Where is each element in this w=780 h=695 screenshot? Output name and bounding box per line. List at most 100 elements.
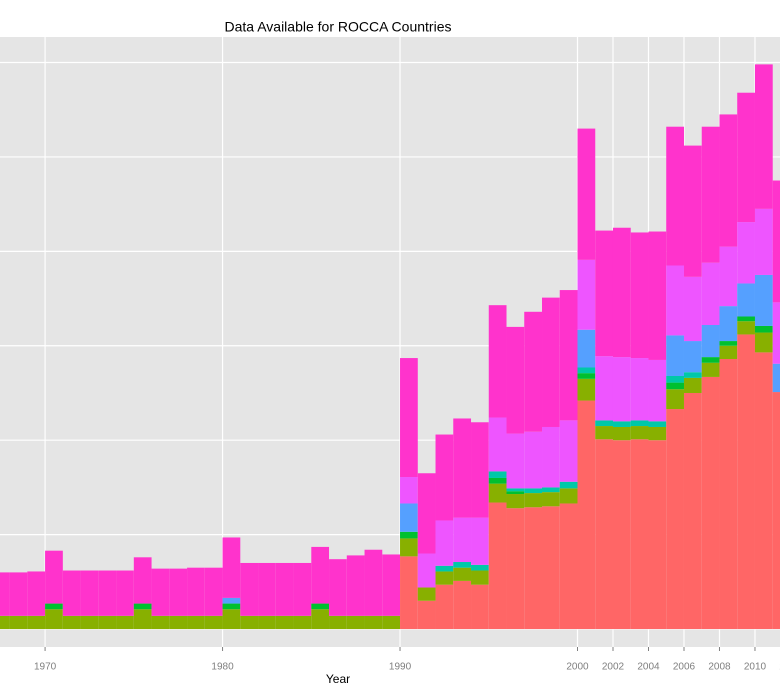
bar-segment bbox=[719, 345, 738, 359]
bar-segment bbox=[630, 232, 649, 359]
bar-segment bbox=[506, 494, 525, 509]
bar-segment bbox=[293, 615, 312, 630]
bar-segment bbox=[151, 615, 170, 630]
bar-segment bbox=[275, 615, 294, 630]
bar-segment bbox=[240, 562, 259, 616]
bar-segment bbox=[222, 609, 241, 630]
x-tick-label: 1990 bbox=[389, 662, 412, 673]
bar-segment bbox=[577, 329, 596, 368]
bar-segment bbox=[506, 491, 525, 495]
bar-segment bbox=[169, 615, 188, 630]
bar-segment bbox=[542, 506, 560, 630]
x-tick-label: 2002 bbox=[602, 662, 625, 673]
bar-segment bbox=[45, 550, 63, 604]
bar-segment bbox=[701, 126, 720, 263]
bar-segment bbox=[0, 615, 10, 630]
bar-segment bbox=[382, 554, 401, 616]
bar-segment bbox=[222, 597, 241, 604]
bar-segment bbox=[577, 367, 596, 374]
bar-segment bbox=[595, 356, 613, 421]
bar-segment bbox=[701, 325, 720, 358]
bar-segment bbox=[559, 488, 578, 504]
bar-segment bbox=[559, 503, 578, 630]
bar-segment bbox=[488, 417, 507, 472]
bar-segment bbox=[346, 555, 365, 616]
bar-segment bbox=[222, 603, 241, 610]
bar-segment bbox=[612, 227, 631, 358]
bar-segment bbox=[258, 615, 276, 630]
bar-segment bbox=[701, 262, 720, 326]
x-tick-label: 1970 bbox=[34, 662, 57, 673]
bar-segment bbox=[701, 357, 720, 363]
bar-segment bbox=[204, 567, 223, 616]
bar-segment bbox=[648, 440, 667, 630]
bar-segment bbox=[0, 572, 10, 616]
bar-segment bbox=[754, 64, 773, 209]
bar-segment bbox=[9, 572, 28, 616]
bar-segment bbox=[666, 126, 684, 266]
bar-segment bbox=[737, 316, 755, 322]
bar-segment bbox=[80, 570, 99, 616]
bar-segment bbox=[187, 567, 205, 616]
bar-segment bbox=[27, 615, 46, 630]
bar-segment bbox=[488, 483, 507, 503]
bar-segment bbox=[754, 325, 773, 333]
bar-segment bbox=[435, 565, 454, 572]
bar-segment bbox=[577, 373, 596, 379]
bar-segment bbox=[524, 507, 543, 630]
bar-segment bbox=[666, 389, 684, 410]
bar-segment bbox=[737, 283, 755, 317]
bar-segment bbox=[719, 306, 738, 342]
bar-segment bbox=[737, 321, 755, 335]
bar-segment bbox=[275, 562, 294, 616]
bar-segment bbox=[382, 615, 401, 630]
bar-segment bbox=[666, 382, 684, 390]
bar-segment bbox=[524, 311, 543, 432]
bar-segment bbox=[80, 615, 99, 630]
bar-segment bbox=[666, 335, 684, 376]
bar-segment bbox=[346, 615, 365, 630]
bar-segment bbox=[683, 392, 702, 630]
bar-segment bbox=[471, 584, 489, 630]
bar-segment bbox=[400, 358, 418, 478]
bar-segment bbox=[595, 426, 613, 440]
bar-segment bbox=[648, 231, 667, 360]
bar-segment bbox=[400, 538, 418, 557]
bar-segment bbox=[754, 332, 773, 353]
bar-segment bbox=[683, 372, 702, 378]
x-axis-label: Year bbox=[326, 672, 350, 686]
bar-segment bbox=[772, 302, 780, 364]
bar-segment bbox=[719, 358, 738, 630]
bar-segment bbox=[524, 493, 543, 508]
bar-segment bbox=[45, 603, 63, 610]
x-tick-label: 2008 bbox=[708, 662, 731, 673]
bar-segment bbox=[630, 439, 649, 630]
bar-segment bbox=[559, 290, 578, 421]
bar-segment bbox=[133, 603, 152, 610]
bar-segment bbox=[45, 609, 63, 630]
bar-segment bbox=[258, 562, 276, 616]
bar-segment bbox=[204, 615, 223, 630]
bar-segment bbox=[719, 114, 738, 247]
bar-segment bbox=[666, 265, 684, 336]
bar-segment bbox=[559, 481, 578, 489]
bar-segment bbox=[506, 433, 525, 489]
x-tick-label: 2010 bbox=[744, 662, 767, 673]
bar-segment bbox=[417, 600, 436, 630]
bar-segment bbox=[435, 434, 454, 521]
x-tick-label: 2006 bbox=[673, 662, 696, 673]
bar-segment bbox=[612, 426, 631, 441]
bar-segment bbox=[542, 297, 560, 427]
bar-segment bbox=[506, 326, 525, 434]
bar-segment bbox=[488, 502, 507, 630]
bar-segment bbox=[772, 392, 780, 630]
bar-segment bbox=[559, 420, 578, 482]
bar-segment bbox=[488, 477, 507, 484]
bar-segment bbox=[311, 603, 330, 610]
bar-segment bbox=[577, 128, 596, 260]
bar-segment bbox=[133, 609, 152, 630]
bar-segment bbox=[595, 230, 613, 357]
bar-segment bbox=[471, 517, 489, 565]
bar-segment bbox=[62, 570, 81, 616]
